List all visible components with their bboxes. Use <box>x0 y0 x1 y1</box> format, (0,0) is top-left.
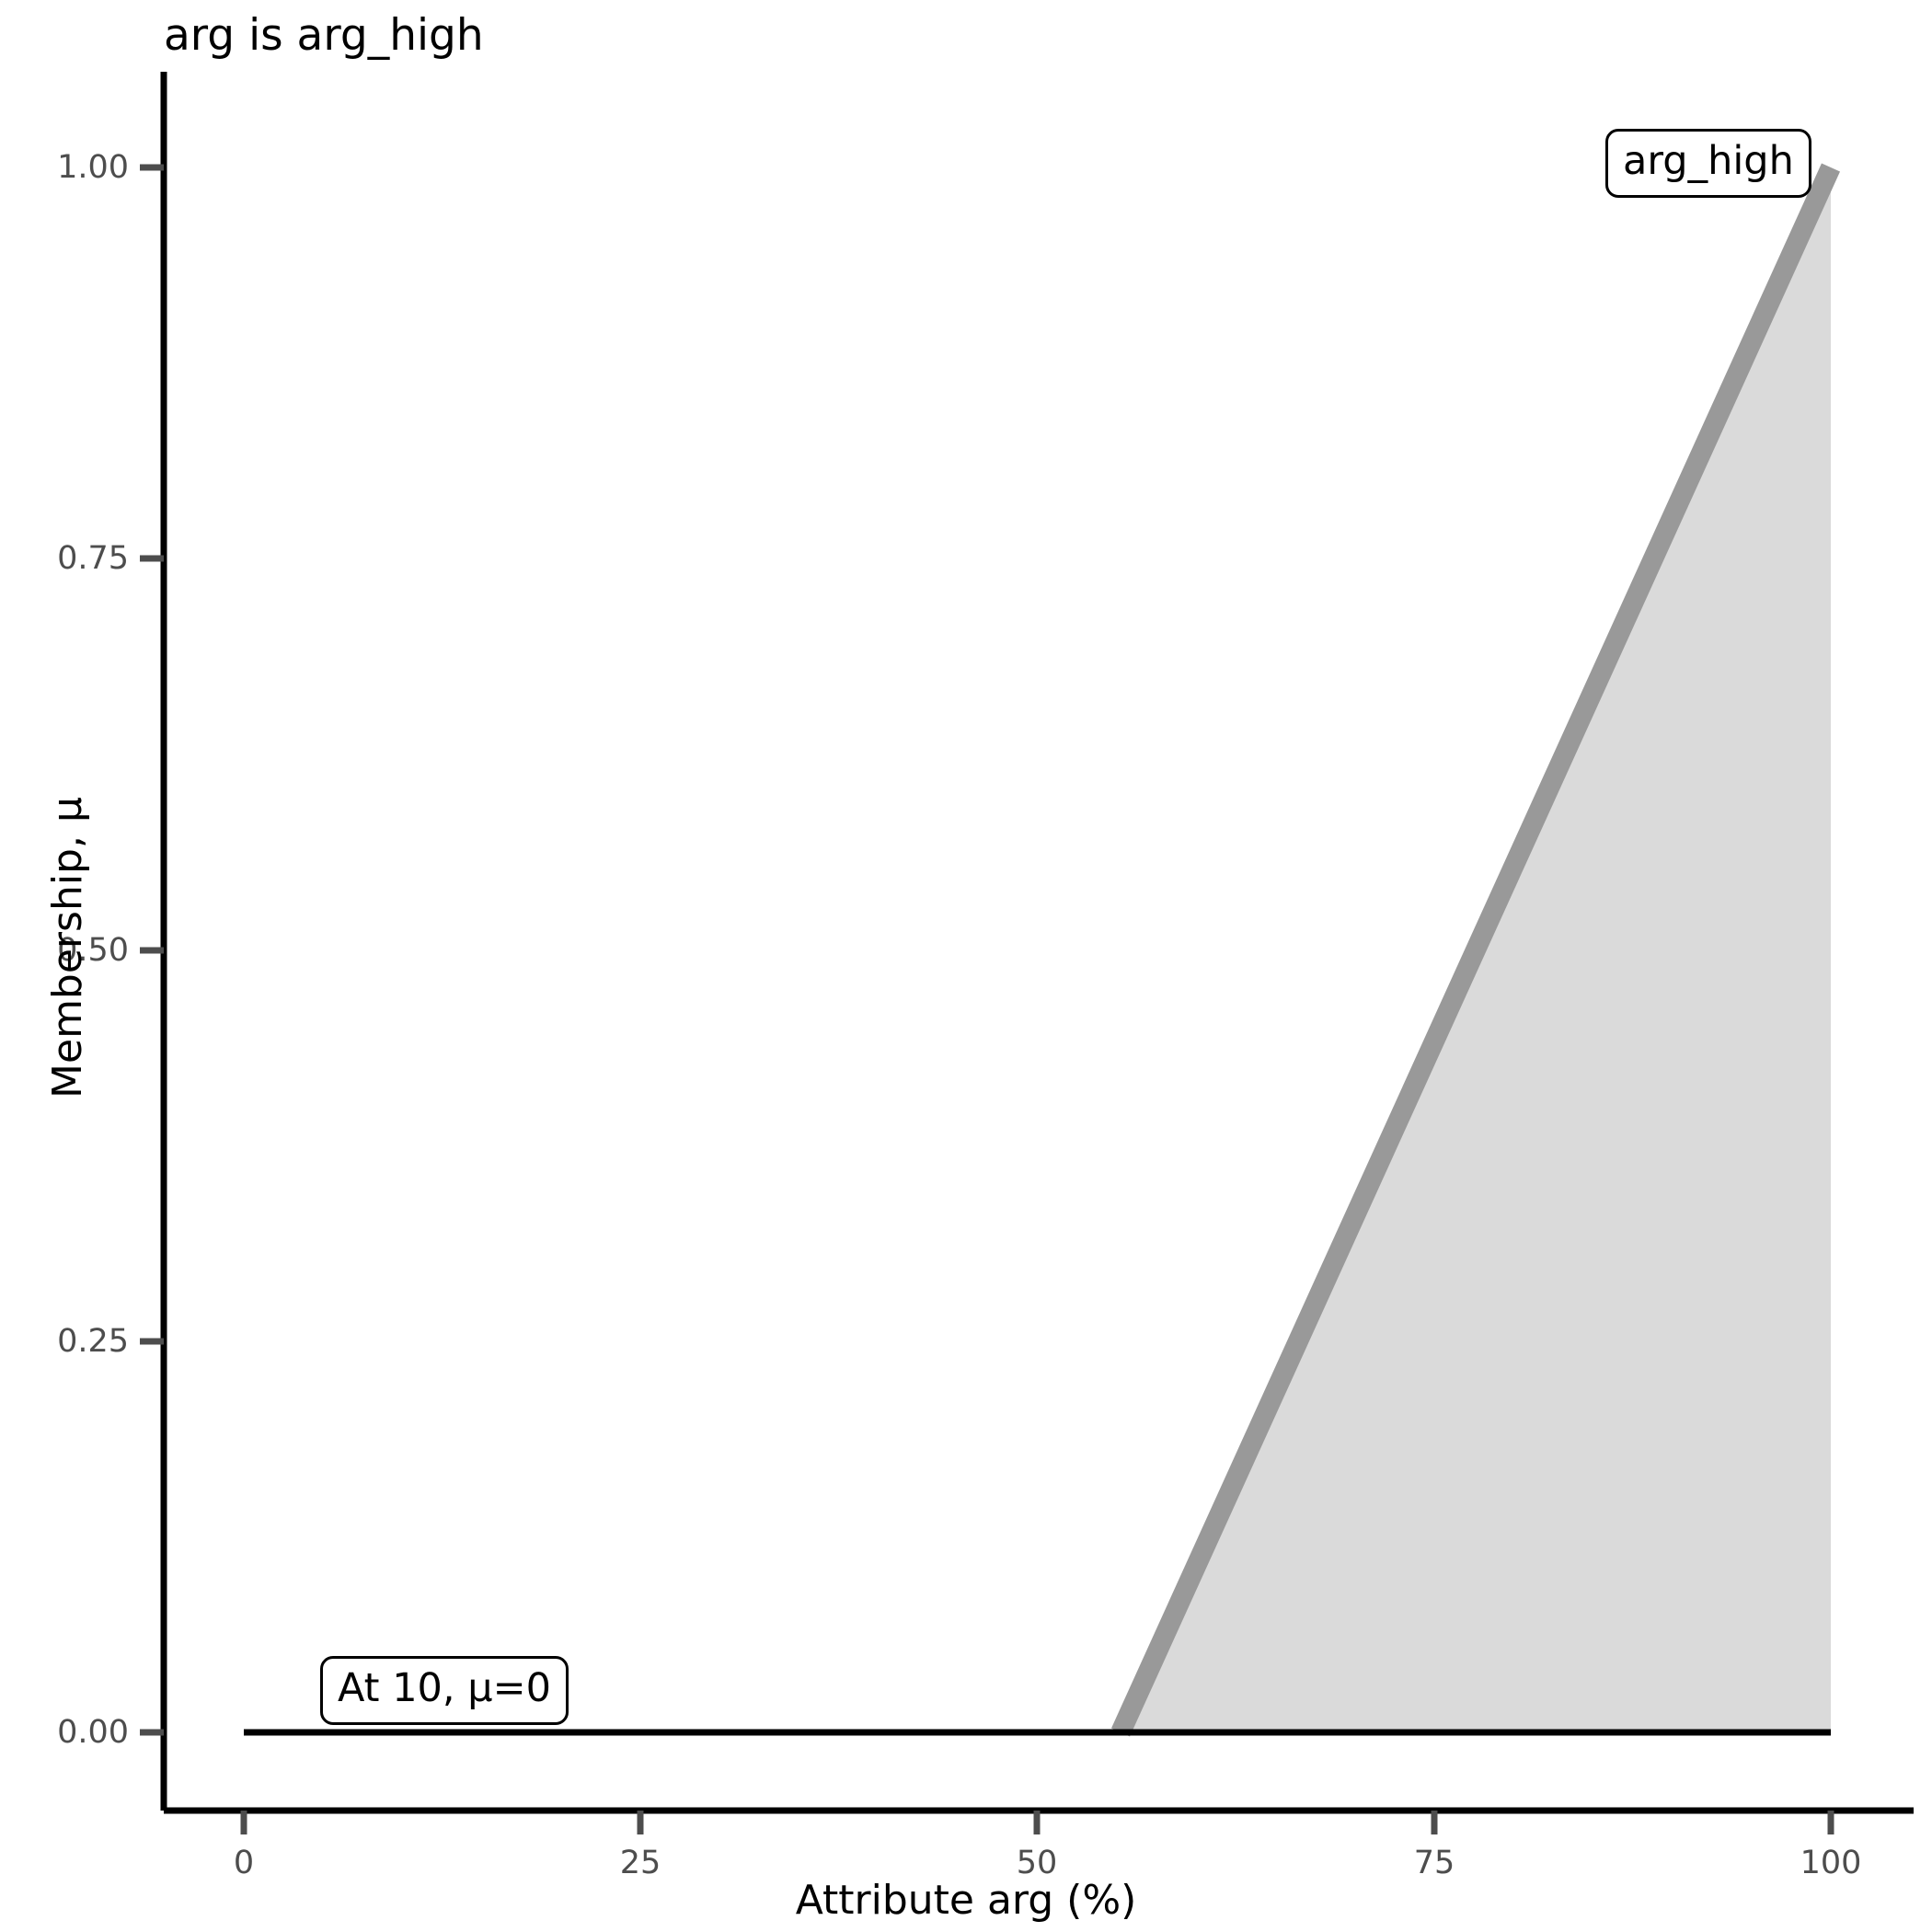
x-tick-label-3: 50 <box>1016 1845 1058 1881</box>
x-axis-ticks <box>240 1811 1834 1834</box>
x-tick-label-1: 0 <box>233 1845 255 1881</box>
annotation-at-10: At 10, μ=0 <box>320 1656 569 1725</box>
page-title: arg is arg_high <box>164 10 484 61</box>
y-tick-label-4: 0.25 <box>57 1323 129 1360</box>
y-tick-label-5: 0.00 <box>57 1714 129 1751</box>
y-tick-label-2: 0.75 <box>57 540 129 577</box>
x-tick-label-5: 100 <box>1800 1845 1862 1881</box>
y-tick-label-1: 1.00 <box>57 149 129 186</box>
x-axis-title: Attribute arg (%) <box>795 1877 1137 1924</box>
annotation-arg-high: arg_high <box>1605 129 1811 198</box>
series-line-arg-high <box>1110 163 1841 1737</box>
y-axis-title: Membership, μ <box>44 797 91 1098</box>
x-tick-label-2: 25 <box>619 1845 661 1881</box>
y-tick-label-3: 0.50 <box>57 932 129 969</box>
x-tick-label-4: 75 <box>1413 1845 1455 1881</box>
y-axis-ticks <box>140 164 164 1736</box>
